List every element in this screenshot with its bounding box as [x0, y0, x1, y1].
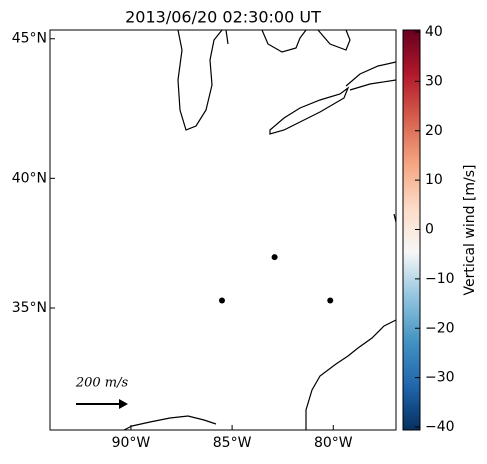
x-tick-label: 80°W [314, 435, 353, 451]
x-tick-label: 85°W [213, 435, 252, 451]
colorbar-tick-label: 0 [425, 222, 434, 238]
y-tick-label: 35°N [12, 300, 47, 316]
chart-title: 2013/06/20 02:30:00 UT [125, 8, 321, 27]
colorbar-label: Vertical wind [m/s] [462, 165, 478, 296]
station-point [271, 254, 278, 261]
colorbar-tick-label: 40 [425, 24, 443, 40]
y-tick-label: 45°N [12, 31, 47, 47]
x-tick-label: 90°W [112, 435, 151, 451]
colorbar-tick-label: 10 [425, 172, 443, 188]
scale-arrow-head [119, 399, 128, 409]
colorbar-tick-label: 20 [425, 123, 443, 139]
station-point [327, 297, 334, 304]
map-frame [49, 29, 397, 431]
y-tick-label: 40°N [12, 170, 47, 186]
colorbar-tick-label: −30 [425, 370, 455, 386]
colorbar-tick-label: −40 [425, 419, 455, 435]
colorbar-tick-label: −10 [425, 271, 455, 287]
coastlines [123, 29, 397, 431]
colorbar-tick-label: 30 [425, 73, 443, 89]
station-point [218, 297, 225, 304]
colorbar-tick-label: −20 [425, 320, 455, 336]
scale-label: 200 m/s [75, 376, 129, 391]
